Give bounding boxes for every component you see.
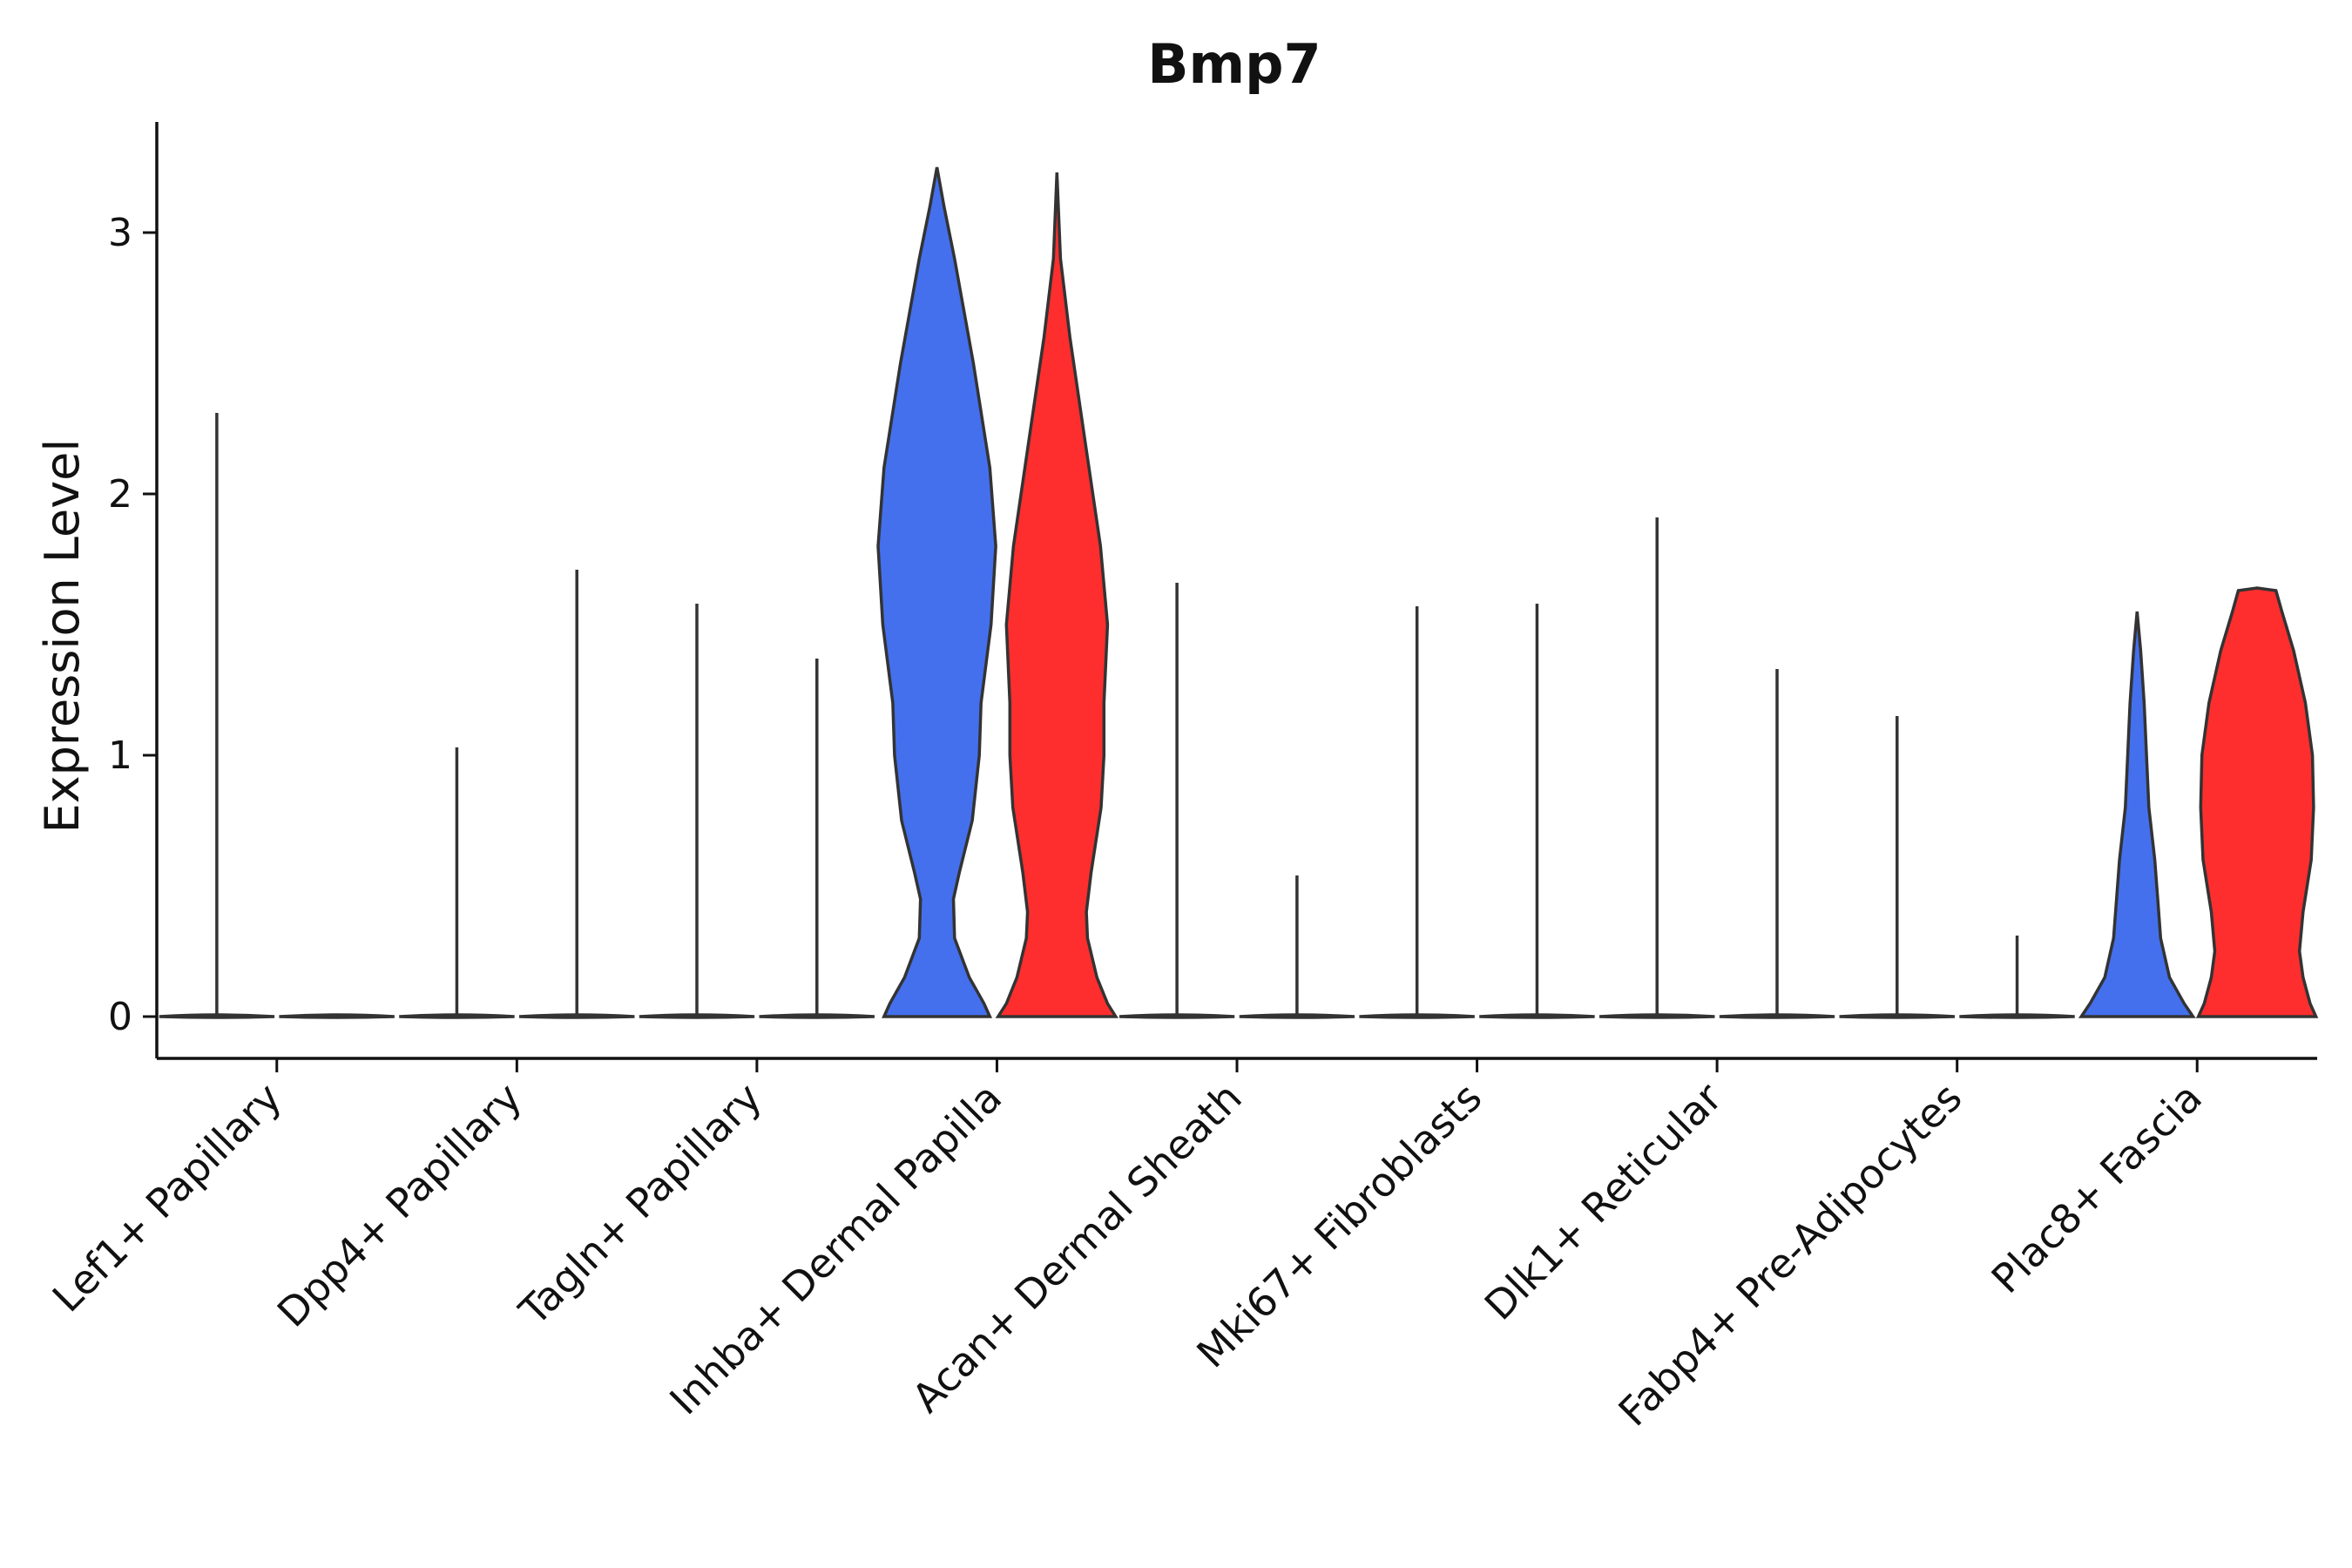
y-axis-label: Expression Level	[35, 439, 90, 834]
y-tick-label-1: 1	[108, 733, 132, 778]
y-tick-label-0: 0	[108, 995, 132, 1039]
violin-group	[159, 166, 2319, 1019]
x-tick-label-1: Lef1+ Papillary	[44, 1074, 291, 1321]
x-tick-label-7: Dlk1+ Reticular	[1476, 1074, 1731, 1329]
x-tick-label-3: Tagln+ Papillary	[510, 1074, 771, 1335]
violin-group_a-9	[2078, 611, 2196, 1018]
x-tick-label-2: Dpp4+ Papillary	[268, 1074, 531, 1336]
chart-title: Bmp7	[1147, 32, 1321, 96]
violin-group_b-9	[2195, 586, 2319, 1018]
violin-group_a-4	[876, 166, 997, 1018]
x-tick-label-9: Plac8+ Fascia	[1983, 1074, 2211, 1302]
y-tick-label-2: 2	[108, 472, 132, 517]
y-tick-label-3: 3	[108, 211, 132, 255]
violin-group_b-4	[995, 172, 1119, 1018]
violin-group_b-1	[279, 1013, 395, 1019]
